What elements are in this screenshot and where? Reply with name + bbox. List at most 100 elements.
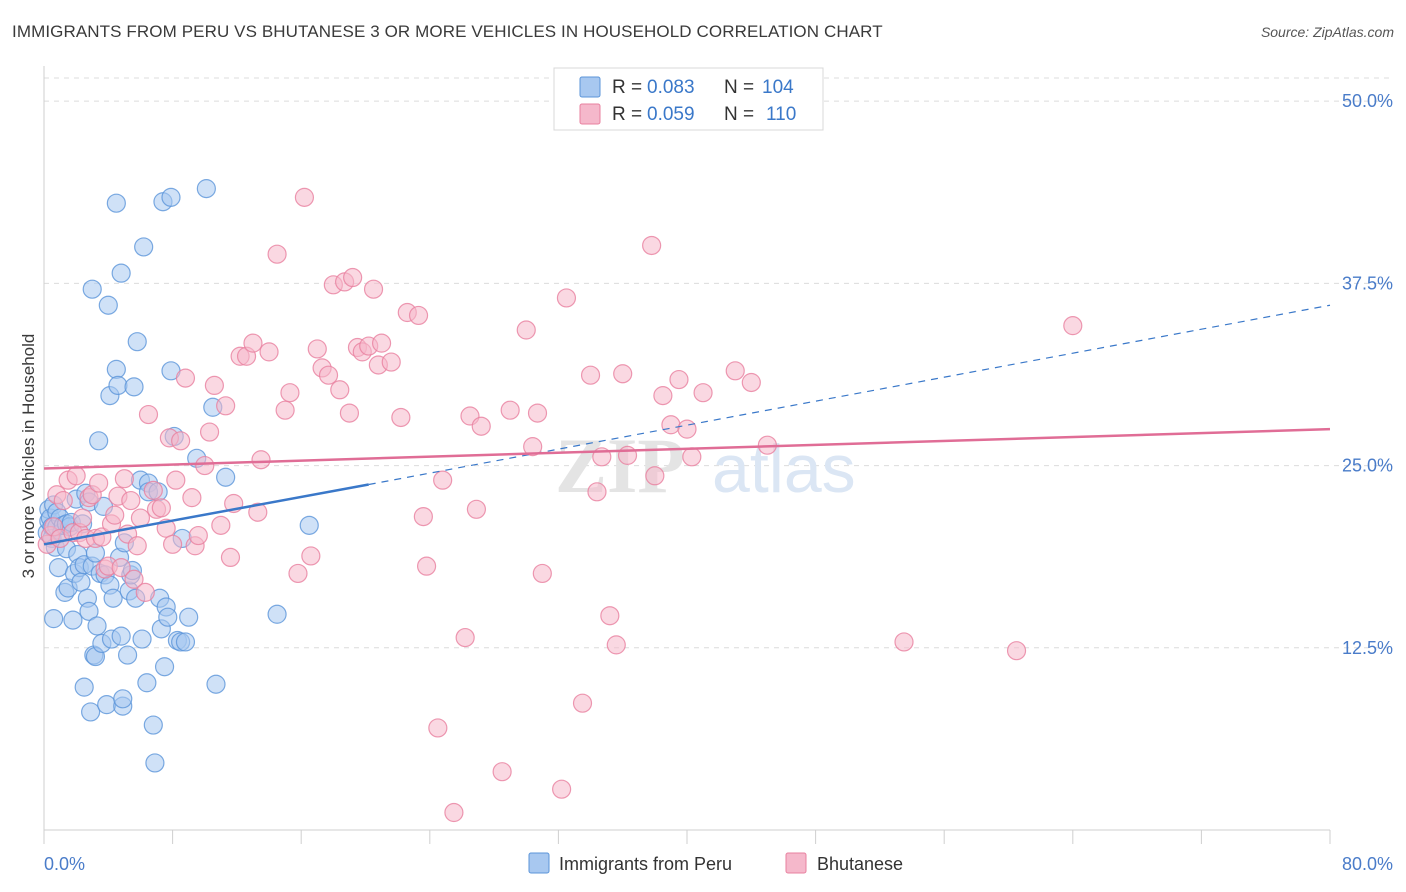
peru-point bbox=[48, 558, 69, 578]
legend-n-label-bhutanese: N = bbox=[724, 104, 754, 125]
bhutanese-point bbox=[114, 469, 134, 489]
bhutanese-point bbox=[248, 502, 268, 522]
bottom-legend: Immigrants from Peru Bhutanese bbox=[528, 852, 903, 874]
bhutanese-point bbox=[72, 508, 93, 528]
bhutanese-point bbox=[580, 365, 601, 385]
bhutanese-point bbox=[318, 365, 339, 385]
bhutanese-point bbox=[339, 403, 360, 423]
y-tick-label: 50.0% bbox=[1342, 91, 1393, 111]
series-bhutanese bbox=[37, 187, 1083, 823]
bhutanese-point bbox=[127, 536, 147, 556]
watermark-atlas: atlas bbox=[712, 431, 856, 507]
bhutanese-point bbox=[416, 556, 437, 576]
peru-point bbox=[145, 753, 165, 773]
peru-point bbox=[161, 187, 181, 207]
bhutanese-point bbox=[527, 403, 548, 423]
bhutanese-point bbox=[492, 762, 512, 782]
bhutanese-point bbox=[693, 383, 713, 403]
watermark-zip: ZIP bbox=[555, 422, 685, 509]
bhutanese-point bbox=[587, 482, 607, 502]
bhutanese-point bbox=[111, 558, 131, 578]
bhutanese-point bbox=[408, 305, 429, 326]
bhutanese-point bbox=[653, 386, 673, 406]
bhutanese-point bbox=[121, 490, 141, 511]
bhutanese-point bbox=[182, 488, 202, 508]
y-tick-label: 12.5% bbox=[1342, 638, 1393, 658]
peru-point bbox=[103, 588, 123, 608]
bhutanese-point bbox=[523, 437, 543, 457]
peru-point bbox=[106, 359, 126, 379]
legend-swatch-bhutanese bbox=[579, 103, 601, 125]
bhutanese-point bbox=[330, 380, 350, 400]
bhutanese-point bbox=[151, 498, 171, 518]
bhutanese-point bbox=[220, 547, 241, 568]
peru-point bbox=[158, 607, 178, 627]
peru-point bbox=[106, 193, 126, 213]
bhutanese-point bbox=[275, 400, 295, 420]
bhutanese-point bbox=[391, 407, 411, 428]
y-tick-label: 25.0% bbox=[1342, 456, 1393, 476]
bhutanese-point bbox=[677, 419, 697, 439]
bhutanese-point bbox=[343, 267, 363, 288]
peru-point bbox=[111, 626, 131, 646]
bhutanese-trend-line bbox=[43, 427, 1331, 470]
legend-r-label-bhutanese: R = bbox=[612, 104, 642, 125]
peru-point bbox=[175, 632, 196, 652]
bhutanese-point bbox=[894, 632, 914, 652]
bhutanese-point bbox=[105, 505, 125, 525]
peru-point bbox=[71, 572, 91, 592]
legend-r-label-peru: R = bbox=[612, 77, 642, 98]
bhutanese-point bbox=[613, 364, 633, 384]
peru-point bbox=[299, 515, 319, 535]
bhutanese-point bbox=[669, 369, 689, 390]
bhutanese-point bbox=[617, 445, 638, 465]
bhutanese-point bbox=[572, 693, 593, 713]
peru-point bbox=[89, 431, 109, 451]
bhutanese-point bbox=[428, 718, 448, 738]
bhutanese-point bbox=[243, 333, 263, 353]
bhutanese-point bbox=[53, 490, 73, 511]
x-tick-label-end: 80.0% bbox=[1342, 854, 1393, 874]
chart-title: IMMIGRANTS FROM PERU VS BHUTANESE 3 OR M… bbox=[12, 22, 883, 41]
peru-point bbox=[111, 263, 131, 283]
bhutanese-point bbox=[725, 361, 745, 381]
bhutanese-point bbox=[166, 470, 186, 490]
axis-layer bbox=[43, 66, 1331, 844]
bhutanese-point bbox=[682, 447, 702, 467]
bhutanese-point bbox=[66, 466, 86, 486]
bhutanese-point bbox=[204, 375, 224, 396]
bhutanese-point bbox=[195, 455, 215, 476]
bhutanese-point bbox=[1006, 641, 1027, 661]
y-tick-label: 37.5% bbox=[1342, 273, 1393, 293]
bhutanese-point bbox=[175, 368, 196, 388]
bhutanese-point bbox=[301, 546, 321, 566]
bhutanese-point bbox=[251, 450, 271, 470]
peru-point bbox=[134, 237, 154, 257]
peru-point bbox=[137, 673, 157, 693]
peru-point bbox=[117, 645, 138, 665]
peru-point bbox=[87, 616, 107, 636]
bhutanese-point bbox=[552, 779, 572, 799]
trend-layer bbox=[43, 304, 1331, 546]
bhutanese-point bbox=[294, 187, 315, 207]
bottom-legend-label-bhutanese: Bhutanese bbox=[817, 854, 903, 874]
bhutanese-point bbox=[500, 400, 520, 420]
peru-point bbox=[132, 629, 152, 649]
bhutanese-point bbox=[143, 480, 163, 500]
peru-point bbox=[196, 179, 216, 199]
top-legend: R = 0.083 N = 104 R = 0.059 N = 110 bbox=[553, 67, 824, 131]
bhutanese-point bbox=[371, 333, 392, 353]
bhutanese-point bbox=[188, 525, 208, 546]
bhutanese-point bbox=[363, 279, 384, 299]
bhutanese-point bbox=[211, 515, 231, 535]
peru-point bbox=[143, 715, 163, 735]
bottom-legend-swatch-peru bbox=[528, 852, 550, 874]
bhutanese-point bbox=[642, 235, 662, 256]
peru-point bbox=[81, 702, 101, 722]
bhutanese-point bbox=[532, 563, 552, 584]
bhutanese-point bbox=[466, 499, 487, 519]
y-axis-label: 3 or more Vehicles in Household bbox=[19, 334, 38, 579]
legend-n-label-peru: N = bbox=[724, 77, 754, 98]
x-tick-label-start: 0.0% bbox=[44, 854, 85, 874]
